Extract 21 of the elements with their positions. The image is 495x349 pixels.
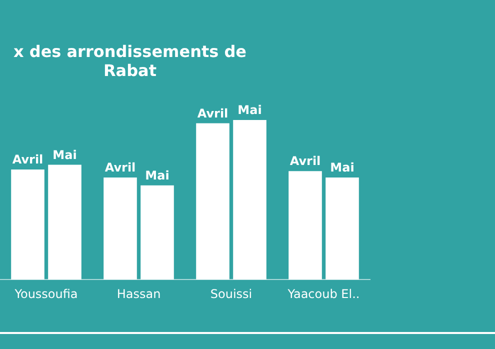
bar bbox=[233, 120, 266, 280]
text: Avril bbox=[197, 106, 228, 120]
bar bbox=[140, 185, 174, 280]
text: Mai bbox=[238, 103, 262, 118]
series-label: Mai bbox=[52, 148, 77, 162]
x-tick-label: Souissi bbox=[210, 286, 252, 301]
text: Avril bbox=[104, 160, 136, 175]
series-label: Avril bbox=[12, 152, 44, 167]
text: Avril bbox=[290, 154, 321, 168]
bar bbox=[288, 171, 322, 280]
chart-title: x des arrondissements de Rabat bbox=[12, 42, 248, 80]
text: Mai bbox=[145, 168, 170, 183]
x-tick-label: Youssoufia bbox=[14, 286, 78, 301]
bar bbox=[326, 177, 359, 280]
bar bbox=[11, 169, 44, 280]
x-tick-label: Hassan bbox=[116, 286, 161, 301]
bar bbox=[196, 123, 230, 280]
bar bbox=[48, 164, 82, 280]
x-tick-label: Yaacoub El.. bbox=[286, 286, 360, 301]
bar bbox=[104, 177, 137, 280]
text: Mai bbox=[330, 160, 354, 175]
